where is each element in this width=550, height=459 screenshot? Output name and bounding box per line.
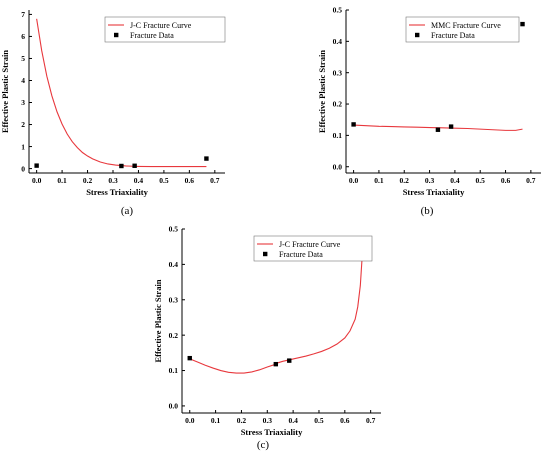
fracture-data-point-a bbox=[204, 156, 209, 161]
fracture-curve-c bbox=[189, 358, 276, 374]
legend-swatch-point-c bbox=[263, 251, 268, 257]
x-tick-label-c: 0.4 bbox=[288, 416, 298, 425]
fracture-data-point-a bbox=[34, 163, 39, 168]
y-axis-title-c: Effective Plastic Strain bbox=[153, 279, 163, 362]
x-tick-label-b: 0.2 bbox=[400, 176, 410, 185]
x-tick-label-b: 0.3 bbox=[425, 176, 435, 185]
x-tick-label-c: 0.7 bbox=[366, 416, 376, 425]
y-axis-title-b: Effective Plastic Strain bbox=[317, 50, 327, 133]
y-tick-label-b: 0.3 bbox=[333, 68, 343, 77]
y-tick-label-b: 0.5 bbox=[333, 6, 343, 15]
fracture-data-point-c bbox=[287, 358, 292, 363]
x-tick-label-a: 0.2 bbox=[83, 176, 93, 185]
legend-label-b: MMC Fracture Curve bbox=[431, 21, 501, 30]
y-tick-label-a: 4 bbox=[21, 76, 25, 85]
fracture-data-point-b bbox=[435, 127, 441, 132]
panel-label-a: (a) bbox=[121, 205, 134, 217]
y-tick-label-b: 0.1 bbox=[333, 131, 343, 140]
x-tick-label-c: 0.1 bbox=[211, 416, 221, 425]
x-tick-label-a: 0.6 bbox=[185, 176, 195, 185]
legend-label-b: Fracture Data bbox=[431, 31, 475, 40]
fracture-curve-b bbox=[353, 124, 523, 131]
x-tick-label-b: 0.1 bbox=[374, 176, 384, 185]
x-tick-label-a: 0.3 bbox=[108, 176, 118, 185]
x-tick-label-c: 0.3 bbox=[263, 416, 273, 425]
x-tick-label-c: 0.2 bbox=[237, 416, 247, 425]
y-tick-label-b: 0.2 bbox=[333, 100, 343, 109]
fracture-data-point-b bbox=[520, 21, 525, 27]
fracture-curve-c bbox=[275, 257, 363, 364]
y-tick-label-c: 0.5 bbox=[169, 225, 179, 234]
x-tick-label-c: 0.0 bbox=[185, 416, 195, 425]
y-tick-label-c: 0.3 bbox=[169, 295, 179, 304]
panel-c: 0.0 0.1 0.2 0.3 0.4 0.5 0.6 0.7 0.0 0.1 0.2 0.3 0.4 0… bbox=[153, 225, 381, 437]
x-tick-label-c: 0.5 bbox=[314, 416, 324, 425]
y-tick-label-c: 0.2 bbox=[169, 331, 179, 340]
legend-swatch-point-b bbox=[415, 32, 420, 38]
y-tick-label-c: 0.1 bbox=[169, 366, 179, 375]
legend-label-c: J-C Fracture Curve bbox=[279, 240, 341, 249]
x-tick-label-b: 0.5 bbox=[476, 176, 486, 185]
y-tick-label-a: 6 bbox=[21, 32, 25, 41]
x-tick-label-a: 0.4 bbox=[134, 176, 144, 185]
legend-label-a: J-C Fracture Curve bbox=[130, 21, 192, 30]
y-axis-title-a: Effective Plastic Strain bbox=[0, 50, 10, 133]
x-tick-label-b: 0.6 bbox=[501, 176, 511, 185]
y-tick-label-a: 2 bbox=[21, 120, 25, 129]
panel-a: 0.0 0.1 0.2 0.3 0.4 0.5 0.6 0.7 0 1 2 3 4 5 6 7 Stress T… bbox=[0, 10, 226, 197]
x-axis-title-b: Stress Triaxiality bbox=[403, 187, 465, 197]
legend-swatch-point-a bbox=[114, 32, 119, 38]
x-tick-label-c: 0.6 bbox=[340, 416, 350, 425]
x-tick-label-a: 0.0 bbox=[32, 176, 42, 185]
panel-b: 0.0 0.1 0.2 0.3 0.4 0.5 0.6 0.7 0.0 0.1 0.2 0.3 0.4 0… bbox=[317, 6, 541, 197]
fracture-data-point-c bbox=[273, 361, 279, 367]
y-tick-label-a: 3 bbox=[21, 98, 25, 107]
fracture-data-point-a bbox=[132, 163, 137, 168]
y-tick-label-c: 0.4 bbox=[169, 260, 179, 269]
x-axis-title-c: Stress Triaxiality bbox=[241, 427, 303, 437]
y-tick-label-a: 5 bbox=[21, 54, 25, 63]
fracture-data-point-a bbox=[119, 163, 124, 169]
y-tick-label-c: 0.0 bbox=[169, 402, 179, 411]
y-tick-label-b: 0.4 bbox=[333, 37, 343, 46]
fracture-curve-a bbox=[36, 18, 207, 168]
x-tick-label-b: 0.0 bbox=[349, 176, 359, 185]
panel-label-c: (c) bbox=[257, 439, 270, 451]
x-tick-label-a: 0.5 bbox=[159, 176, 169, 185]
fracture-data-point-c bbox=[187, 355, 192, 361]
x-tick-label-a: 0.7 bbox=[210, 176, 220, 185]
y-tick-label-a: 0 bbox=[21, 164, 25, 173]
x-tick-label-a: 0.1 bbox=[57, 176, 67, 185]
x-tick-label-b: 0.7 bbox=[526, 176, 536, 185]
legend-label-c: Fracture Data bbox=[279, 250, 323, 259]
legend-box-b bbox=[405, 16, 520, 43]
y-tick-label-a: 1 bbox=[21, 142, 25, 151]
legend-box-c bbox=[253, 235, 373, 262]
legend-box-a bbox=[104, 16, 226, 43]
fracture-data-point-b bbox=[351, 122, 356, 127]
fracture-data-point-b bbox=[448, 124, 454, 129]
x-tick-label-b: 0.4 bbox=[450, 176, 460, 185]
panel-label-b: (b) bbox=[421, 205, 434, 217]
y-tick-label-a: 7 bbox=[21, 10, 25, 19]
x-axis-title-a: Stress Triaxiality bbox=[86, 187, 148, 197]
legend-label-a: Fracture Data bbox=[130, 31, 174, 40]
y-tick-label-b: 0.0 bbox=[333, 162, 343, 171]
